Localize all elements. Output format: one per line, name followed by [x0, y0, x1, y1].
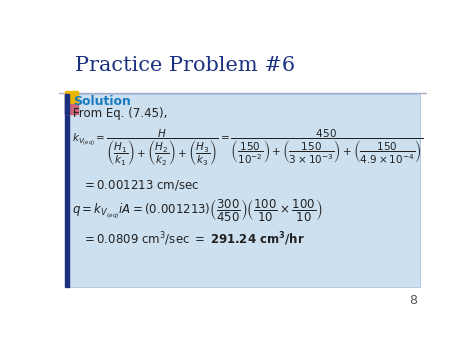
- Text: From Eq. (7.45),: From Eq. (7.45),: [73, 107, 168, 120]
- Text: $k_{V_{(eq)}} = \dfrac{H}{\left(\dfrac{H_1}{k_1}\right) + \left(\dfrac{H_2}{k_2}: $k_{V_{(eq)}} = \dfrac{H}{\left(\dfrac{H…: [72, 128, 423, 168]
- Text: $= 0.001213\ \mathrm{cm/sec}$: $= 0.001213\ \mathrm{cm/sec}$: [82, 178, 200, 192]
- Text: Solution: Solution: [73, 95, 131, 108]
- Text: $q = k_{V_{(eq)}}iA = (0.001213)\left(\dfrac{300}{450}\right)\left(\dfrac{100}{1: $q = k_{V_{(eq)}}iA = (0.001213)\left(\d…: [72, 197, 322, 223]
- Bar: [65, 94, 420, 287]
- Bar: [59, 43, 427, 93]
- Text: 8: 8: [410, 294, 417, 307]
- Text: $= 0.0809\ \mathrm{cm^3/sec}\ =\ $$\mathbf{291.24\ cm^3/hr}$: $= 0.0809\ \mathrm{cm^3/sec}\ =\ $$\math…: [82, 230, 305, 248]
- Bar: [65, 104, 78, 114]
- Bar: [65, 94, 69, 287]
- Bar: [65, 91, 78, 103]
- Text: Practice Problem #6: Practice Problem #6: [75, 56, 295, 75]
- Bar: [65, 94, 69, 114]
